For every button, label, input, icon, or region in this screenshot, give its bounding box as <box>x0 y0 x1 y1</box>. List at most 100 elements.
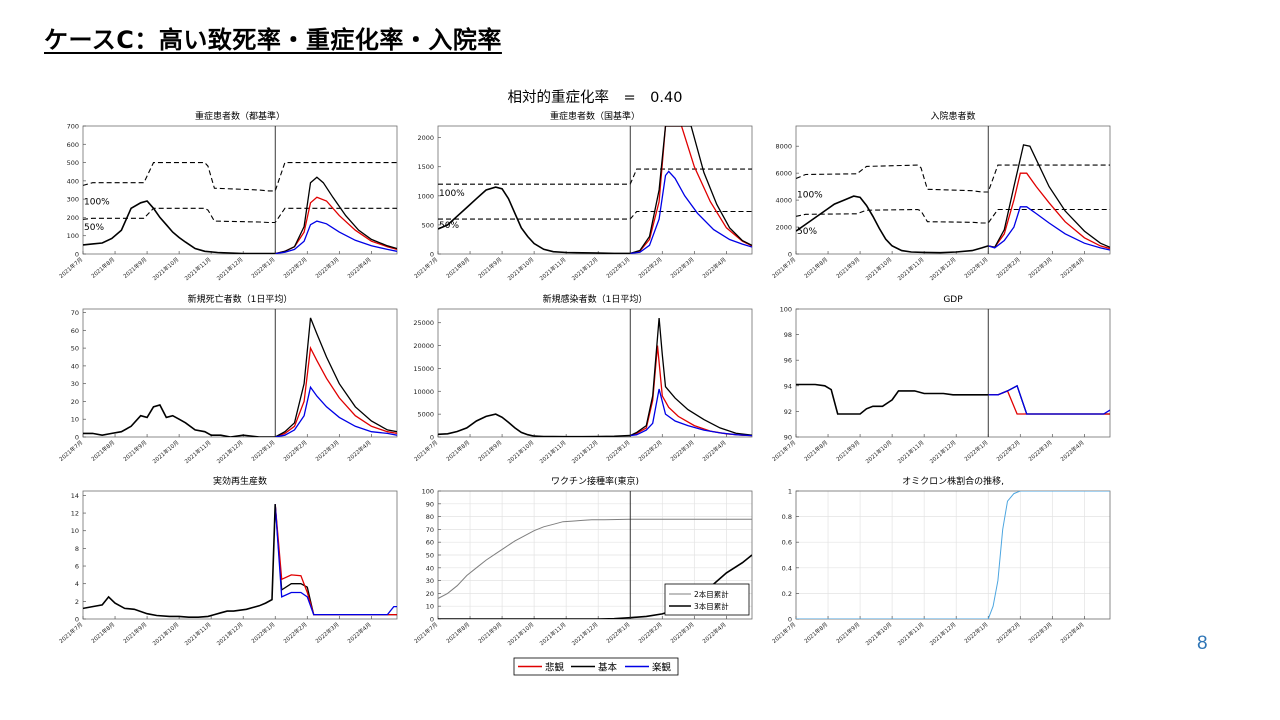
y-tick-label: 25000 <box>413 319 434 327</box>
slide-title: ケースC：高い致死率・重症化率・入院率 <box>44 26 502 54</box>
history-line <box>796 195 989 254</box>
plot-lines <box>796 144 1110 254</box>
history-line <box>438 186 631 254</box>
x-tick-label: 2021年12月 <box>570 620 600 647</box>
x-tick-label: 2021年8月 <box>89 255 116 279</box>
y-tick-label: 10 <box>71 527 79 535</box>
y-tick-label: 0 <box>788 251 792 259</box>
y-tick-label: 1000 <box>417 192 434 200</box>
series-line <box>438 518 752 599</box>
x-tick-label: 2021年12月 <box>928 620 958 647</box>
x-tick-label: 2021年8月 <box>89 620 116 644</box>
x-tick-label: 2021年7月 <box>770 438 797 462</box>
y-tick-label: 20 <box>71 398 79 406</box>
series-line-base <box>629 318 752 437</box>
series-line-pessimistic <box>275 196 397 254</box>
shared-legend: 悲観 基本 楽観 <box>513 657 679 676</box>
y-tick-label: 200 <box>67 214 79 222</box>
page-number: 8 <box>1197 633 1208 654</box>
x-tick-label: 2021年9月 <box>121 438 148 462</box>
x-tick-label: 2021年11月 <box>896 620 926 647</box>
x-tick-label: 2022年2月 <box>637 255 664 279</box>
history-line <box>438 413 631 437</box>
x-tick-label: 2021年9月 <box>834 438 861 462</box>
series-line-base <box>630 126 752 254</box>
subplot-8: ワクチン接種率(東京) 0 10 20 30 40 50 60 70 80 90 100 2021年7月… <box>412 475 753 647</box>
x-tick-label: 2021年12月 <box>928 255 958 282</box>
series-line-pessimistic <box>988 172 1110 250</box>
x-tick-label: 2021年9月 <box>121 255 148 279</box>
y-tick-label: 300 <box>67 196 79 204</box>
history-line <box>796 383 989 415</box>
x-tick-label: 2022年4月 <box>701 255 728 279</box>
legend-label-pessimistic: 悲観 <box>545 662 565 674</box>
x-tick-label: 2022年1月 <box>963 255 990 279</box>
x-tick-label: 2022年1月 <box>250 255 277 279</box>
y-tick-label: 20000 <box>413 342 434 350</box>
history-line <box>83 200 276 254</box>
series-line-pessimistic <box>988 390 1110 415</box>
capacity-annotation: 50% <box>84 223 104 233</box>
x-tick-label: 2022年1月 <box>605 620 632 644</box>
x-tick-label: 2021年8月 <box>444 438 471 462</box>
y-tick-label: 10 <box>426 603 434 611</box>
y-tick-label: 0 <box>75 434 79 442</box>
y-tick-label: 500 <box>67 159 79 167</box>
y-tick-label: 30 <box>426 577 434 585</box>
y-tick-label: 400 <box>67 177 79 185</box>
subplot-title: 重症患者数（都基準） <box>195 110 285 122</box>
y-tick-label: 0 <box>75 616 79 624</box>
capacity-annotation: 100% <box>84 198 110 208</box>
x-tick-label: 2022年4月 <box>701 438 728 462</box>
x-tick-label: 2022年4月 <box>346 620 373 644</box>
x-tick-label: 2021年11月 <box>183 438 213 465</box>
subplot-title: 新規死亡者数（1日平均） <box>188 293 293 305</box>
y-tick-label: 50 <box>426 552 434 560</box>
y-tick-label: 12 <box>71 510 79 518</box>
y-tick-label: 94 <box>784 382 792 390</box>
plot-lines <box>83 317 397 437</box>
x-tick-label: 2022年2月 <box>282 620 309 644</box>
x-tick-label: 2021年12月 <box>570 438 600 465</box>
y-tick-label: 100 <box>67 232 79 240</box>
axes-box <box>795 125 1111 255</box>
x-tick-label: 2021年8月 <box>802 438 829 462</box>
legend-box <box>664 583 750 616</box>
plot-lines <box>438 126 752 254</box>
history-line <box>83 404 276 437</box>
y-tick-label: 1 <box>788 488 792 496</box>
y-tick-label: 2000 <box>775 224 792 232</box>
x-tick-label: 2021年9月 <box>476 620 503 644</box>
x-tick-label: 2022年2月 <box>995 438 1022 462</box>
y-tick-label: 2000 <box>417 134 434 142</box>
capacity-annotation: 100% <box>797 190 823 200</box>
x-tick-label: 2021年12月 <box>215 620 245 647</box>
series-line-optimistic <box>630 388 752 437</box>
x-tick-label: 2022年3月 <box>1027 620 1054 644</box>
axes-box <box>437 125 753 255</box>
x-tick-label: 2021年7月 <box>57 255 84 279</box>
y-tick-label: 40 <box>71 362 79 370</box>
x-tick-label: 2021年10月 <box>506 620 536 647</box>
x-tick-label: 2021年7月 <box>57 620 84 644</box>
y-tick-label: 98 <box>784 331 792 339</box>
x-tick-label: 2021年7月 <box>770 620 797 644</box>
y-tick-label: 0.6 <box>782 539 792 547</box>
capacity-dashed-line <box>83 207 397 224</box>
legend-label-optimistic: 楽観 <box>652 662 672 674</box>
x-tick-label: 2022年2月 <box>995 255 1022 279</box>
x-tick-label: 2021年12月 <box>215 438 245 465</box>
series-line-base <box>275 176 397 254</box>
series-line-pessimistic <box>274 504 397 616</box>
y-tick-label: 20 <box>426 590 434 598</box>
subplot-title: 入院患者数 <box>930 110 975 122</box>
x-tick-label: 2022年4月 <box>701 620 728 644</box>
x-tick-label: 2022年3月 <box>669 255 696 279</box>
axes-box <box>795 490 1111 620</box>
x-tick-label: 2022年3月 <box>1027 255 1054 279</box>
plot-lines <box>796 383 1110 415</box>
subplot-5: 新規感染者数（1日平均） 0 5000 10000 15000 20000 25000 202… <box>412 293 753 465</box>
y-tick-label: 0 <box>75 251 79 259</box>
